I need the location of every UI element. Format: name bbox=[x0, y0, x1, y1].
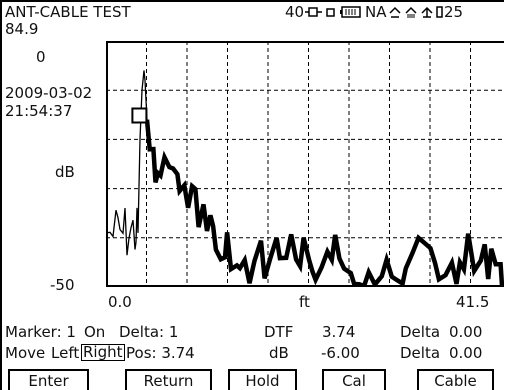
signal-icon bbox=[421, 6, 433, 21]
dtf-value: 3.74 bbox=[322, 323, 356, 341]
dtf-label: DTF bbox=[264, 323, 294, 341]
delta-label-2: Delta bbox=[400, 344, 441, 362]
header-clipped-text: 25 bbox=[444, 3, 464, 21]
y-axis-top-label: 0 bbox=[36, 48, 46, 66]
delta-value-2: 0.00 bbox=[449, 344, 483, 362]
marker-label: Marker: 1 bbox=[5, 323, 76, 341]
date-label: 2009-03-02 bbox=[5, 84, 93, 102]
delta-marker-label: Delta: 1 bbox=[119, 323, 179, 341]
signal-icon bbox=[405, 6, 417, 21]
cable-softkey[interactable]: Cable bbox=[417, 369, 494, 390]
y-axis-label: dB bbox=[55, 163, 75, 181]
header-reading: 84.9 bbox=[5, 20, 39, 38]
trace-line-thick bbox=[144, 119, 504, 287]
position-label: Pos: 3.74 bbox=[126, 344, 195, 362]
db-value: -6.00 bbox=[321, 344, 360, 362]
delta-value: 0.00 bbox=[449, 323, 483, 341]
marker-box bbox=[131, 107, 148, 124]
plot-area bbox=[106, 41, 504, 287]
cal-softkey[interactable]: Cal bbox=[322, 369, 386, 390]
time-label: 21:54:37 bbox=[5, 102, 73, 120]
x-axis-right-label: 41.5 bbox=[456, 293, 490, 311]
band-label: NA bbox=[365, 3, 387, 21]
trace-line bbox=[106, 70, 148, 256]
move-left-option[interactable]: Left bbox=[51, 344, 80, 362]
enter-softkey[interactable]: Enter bbox=[8, 369, 89, 390]
x-axis-left-label: 0.0 bbox=[108, 293, 132, 311]
move-right-option-selected[interactable]: Right bbox=[81, 343, 125, 361]
battery-icon bbox=[340, 6, 362, 21]
box-icon bbox=[436, 6, 444, 21]
return-softkey[interactable]: Return bbox=[125, 369, 212, 390]
marker-on-label: On bbox=[84, 323, 106, 341]
delta-label: Delta bbox=[400, 323, 441, 341]
x-axis-unit-label: ft bbox=[299, 293, 310, 311]
signal-icon bbox=[389, 6, 401, 21]
db-label: dB bbox=[269, 344, 289, 362]
connector-icon bbox=[305, 6, 323, 21]
small-square-icon bbox=[326, 7, 336, 21]
status-bar: ANT-CABLE TEST 84.9 40 NA 25 bbox=[2, 2, 504, 38]
channel-number: 40 bbox=[285, 3, 305, 21]
dtf-trace-chart bbox=[106, 41, 504, 287]
test-title: ANT-CABLE TEST bbox=[5, 3, 131, 21]
y-axis-bottom-label: -50 bbox=[50, 276, 75, 294]
hold-softkey[interactable]: Hold bbox=[228, 369, 297, 390]
move-label: Move bbox=[5, 344, 46, 362]
